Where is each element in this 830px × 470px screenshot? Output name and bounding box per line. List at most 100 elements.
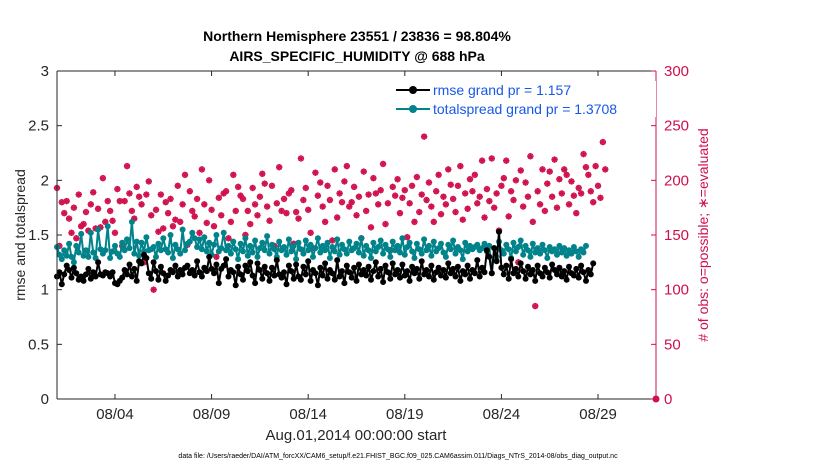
totalspread-point bbox=[413, 240, 420, 247]
totalspread-point bbox=[179, 226, 186, 233]
obs-evaluated-point bbox=[416, 208, 423, 216]
totalspread-point bbox=[336, 251, 343, 258]
rmse-point bbox=[172, 262, 179, 269]
rmse-point bbox=[368, 276, 374, 283]
obs-evaluated-point bbox=[61, 209, 68, 217]
totalspread-point bbox=[317, 249, 324, 256]
totalspread-point bbox=[368, 255, 374, 261]
rmse-point bbox=[92, 273, 99, 280]
totalspread-point bbox=[329, 244, 336, 250]
totalspread-point bbox=[551, 246, 558, 253]
totalspread-point bbox=[503, 241, 510, 248]
rmse-point bbox=[237, 271, 244, 278]
obs-evaluated-point bbox=[469, 188, 476, 195]
obs-evaluated-point bbox=[551, 156, 558, 163]
obs-evaluated-point bbox=[218, 212, 225, 219]
totalspread-point bbox=[515, 244, 522, 250]
rmse-point bbox=[87, 275, 94, 282]
totalspread-point bbox=[102, 247, 109, 254]
obs-evaluated-point bbox=[75, 191, 82, 198]
rmse-point bbox=[269, 264, 275, 271]
rmse-point bbox=[266, 277, 273, 284]
totalspread-point bbox=[174, 246, 181, 253]
rmse-point bbox=[305, 258, 312, 265]
obs-evaluated-point bbox=[147, 212, 155, 219]
y-left-tick-label: 3 bbox=[41, 63, 49, 80]
rmse-point bbox=[351, 264, 358, 271]
rmse-point bbox=[256, 267, 263, 273]
obs-evaluated-point bbox=[254, 212, 261, 219]
rmse-point bbox=[517, 260, 524, 267]
totalspread-point bbox=[554, 251, 560, 258]
obs-evaluated-point bbox=[292, 208, 300, 216]
obs-evaluated-point bbox=[544, 180, 551, 187]
obs-evaluated-point bbox=[541, 207, 549, 215]
totalspread-point bbox=[428, 252, 435, 259]
rmse-point bbox=[406, 277, 413, 284]
obs-evaluated-series bbox=[53, 133, 660, 403]
y-left-tick-label: 0 bbox=[41, 391, 49, 408]
x-tick-label: 08/29 bbox=[579, 406, 617, 423]
totalspread-point bbox=[220, 229, 227, 236]
obs-evaluated-point bbox=[295, 215, 302, 222]
y-axis-left-label: rmse and totalspread bbox=[12, 169, 28, 301]
obs-evaluated-point bbox=[362, 207, 370, 215]
obs-evaluated-point bbox=[474, 200, 481, 207]
rmse-point bbox=[479, 264, 486, 271]
rmse-point bbox=[80, 277, 87, 284]
rmse-point bbox=[244, 268, 251, 275]
rmse-point bbox=[281, 269, 287, 276]
rmse-point bbox=[510, 270, 517, 277]
totalspread-point bbox=[561, 245, 568, 252]
rmse-point bbox=[556, 264, 563, 271]
obs-evaluated-point bbox=[331, 166, 338, 173]
obs-evaluated-point bbox=[234, 183, 242, 191]
totalspread-point bbox=[343, 250, 350, 257]
obs-evaluated-point bbox=[87, 201, 95, 208]
totalspread-point bbox=[351, 245, 358, 252]
totalspread-point bbox=[529, 240, 536, 247]
totalspread-series bbox=[54, 218, 589, 277]
obs-evaluated-point bbox=[522, 179, 529, 186]
totalspread-point bbox=[133, 238, 140, 245]
obs-evaluated-point bbox=[297, 155, 305, 162]
totalspread-point bbox=[322, 247, 329, 254]
obs-evaluated-point bbox=[222, 188, 230, 195]
obs-evaluated-point bbox=[225, 235, 232, 242]
totalspread-point bbox=[237, 240, 244, 247]
rmse-point bbox=[290, 275, 297, 282]
totalspread-point bbox=[365, 247, 372, 254]
totalspread-point bbox=[310, 253, 316, 260]
obs-evaluated-point bbox=[73, 235, 80, 242]
obs-evaluated-point bbox=[150, 286, 157, 293]
rmse-point bbox=[389, 260, 396, 267]
totalspread-point bbox=[203, 248, 210, 255]
obs-evaluated-point bbox=[399, 194, 406, 202]
obs-evaluated-point bbox=[420, 133, 428, 140]
obs-evaluated-point bbox=[370, 174, 377, 182]
obs-evaluated-point bbox=[210, 223, 218, 230]
obs-evaluated-point bbox=[114, 185, 121, 193]
obs-evaluated-point bbox=[106, 207, 114, 215]
obs-evaluated-point bbox=[213, 253, 220, 261]
rmse-point bbox=[68, 274, 75, 281]
rmse-point bbox=[392, 271, 399, 278]
obs-evaluated-point bbox=[490, 204, 498, 211]
y-right-tick-label: 0 bbox=[664, 391, 672, 408]
obs-evaluated-point bbox=[203, 219, 210, 227]
totalspread-point bbox=[331, 248, 338, 255]
rmse-point bbox=[558, 273, 565, 280]
obs-evaluated-point bbox=[302, 184, 309, 192]
rmse-point bbox=[539, 273, 546, 280]
rmse-point bbox=[278, 274, 285, 281]
totalspread-point bbox=[510, 239, 517, 246]
totalspread-point bbox=[392, 247, 399, 254]
obs-evaluated-point bbox=[553, 204, 561, 211]
totalspread-point bbox=[126, 245, 133, 252]
obs-evaluated-point bbox=[208, 206, 215, 214]
totalspread-point bbox=[104, 223, 111, 230]
rmse-point bbox=[223, 256, 230, 263]
totalspread-point bbox=[189, 229, 196, 236]
rmse-point bbox=[153, 268, 159, 275]
totalspread-point bbox=[78, 230, 85, 237]
